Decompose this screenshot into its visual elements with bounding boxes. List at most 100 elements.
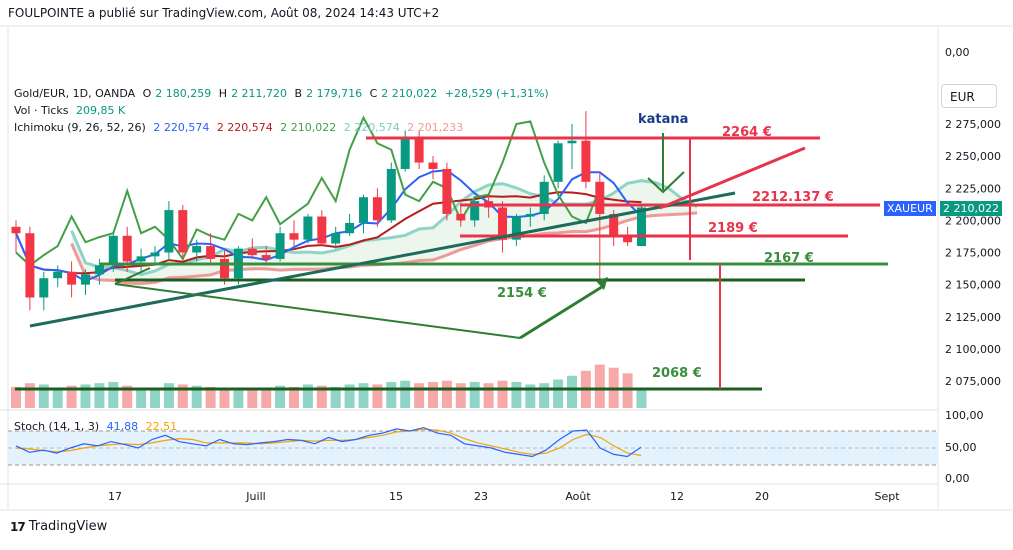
volume-bar	[80, 384, 91, 408]
candle-body[interactable]	[386, 168, 396, 221]
volume-bar	[553, 379, 564, 408]
candle-body[interactable]	[220, 258, 229, 279]
candle-body[interactable]	[136, 256, 146, 262]
volume-label[interactable]: Vol · Ticks	[14, 104, 69, 117]
volume-bar	[108, 381, 119, 408]
volume-bar	[414, 383, 425, 408]
candle-body[interactable]	[567, 140, 577, 144]
candle-body[interactable]	[525, 213, 535, 217]
volume-bar	[511, 381, 522, 408]
candle-body[interactable]	[11, 226, 21, 234]
candle-body[interactable]	[206, 246, 216, 259]
ichimoku-legend: Ichimoku (9, 26, 52, 26) 2 220,574 2 220…	[14, 121, 467, 134]
volume-value: 209,85 K	[76, 104, 126, 117]
stoch-k-value: 41,88	[106, 420, 139, 433]
candle-body[interactable]	[53, 271, 63, 279]
candle-body[interactable]	[442, 168, 452, 214]
tradingview-logo-icon: 17	[10, 519, 26, 534]
volume-bar	[289, 386, 299, 408]
currency-button[interactable]: EUR	[941, 84, 997, 108]
volume-bar	[525, 384, 536, 408]
label-2189: 2189 €	[708, 221, 758, 236]
volume-bar	[275, 385, 286, 408]
candle-body[interactable]	[539, 181, 549, 214]
price-tick-label: 2 225,000	[945, 182, 1001, 195]
volume-bar	[302, 384, 313, 408]
candle-body[interactable]	[609, 213, 619, 236]
chikou-span-line	[15, 115, 601, 267]
kijun-sen-line	[15, 191, 642, 275]
candle-body[interactable]	[456, 213, 466, 221]
pattern-line-b[interactable]	[519, 283, 606, 340]
candle-body[interactable]	[178, 210, 188, 253]
candle-body[interactable]	[553, 143, 563, 182]
projection-arrow-line[interactable]	[659, 146, 806, 210]
candle-body[interactable]	[511, 216, 521, 240]
volume-bar	[11, 386, 21, 408]
volume-bar	[428, 381, 438, 408]
pattern-line-a[interactable]	[114, 283, 521, 339]
candle-body[interactable]	[108, 235, 118, 266]
volume-bar	[344, 384, 355, 408]
volume-bar	[122, 385, 133, 408]
volume-bar	[441, 380, 452, 408]
candle-body[interactable]	[581, 140, 591, 182]
candle-body[interactable]	[247, 248, 257, 256]
candle-body[interactable]	[372, 197, 382, 221]
stoch-label[interactable]: Stoch (14, 1, 3)	[14, 420, 100, 433]
label-2154: 2154 €	[497, 286, 547, 301]
volume-bar	[66, 385, 77, 408]
volume-legend: Vol · Ticks 209,85 K	[14, 104, 129, 117]
candle-body[interactable]	[39, 278, 49, 298]
candle-body[interactable]	[261, 255, 271, 259]
candle-body[interactable]	[150, 252, 160, 257]
time-tick-label: 15	[389, 490, 403, 503]
footer: 17 TradingView	[10, 519, 107, 534]
candle-body[interactable]	[25, 233, 35, 298]
trend-line[interactable]	[29, 191, 736, 328]
volume-bar	[622, 373, 633, 408]
candle-body[interactable]	[428, 162, 438, 169]
candle-body[interactable]	[595, 181, 605, 214]
close-label: C	[369, 87, 378, 100]
time-tick-label: 12	[670, 490, 684, 503]
volume-bar	[636, 389, 647, 408]
candle-body[interactable]	[275, 233, 285, 259]
senkou-b-value: 2 201,233	[407, 121, 464, 134]
candle-body[interactable]	[623, 235, 633, 243]
low-value: 2 179,716	[306, 87, 363, 100]
candle-body[interactable]	[637, 207, 646, 247]
pattern-line-c[interactable]	[114, 267, 151, 285]
candle-body[interactable]	[359, 197, 368, 223]
candle-body[interactable]	[400, 136, 410, 169]
candle-body[interactable]	[122, 235, 132, 262]
candle-body[interactable]	[470, 201, 480, 221]
candle-body[interactable]	[94, 265, 104, 275]
candle-body[interactable]	[414, 136, 424, 163]
stoch-k-line	[15, 426, 642, 458]
volume-bar	[177, 384, 188, 408]
candle-body[interactable]	[289, 233, 299, 240]
candle-body[interactable]	[192, 246, 202, 253]
volume-bar	[191, 385, 202, 408]
candle-body[interactable]	[81, 274, 90, 285]
candle-body[interactable]	[331, 233, 341, 244]
stoch-legend: Stoch (14, 1, 3) 41,88 22,51	[14, 420, 181, 433]
candle-body[interactable]	[498, 207, 507, 240]
candle-body[interactable]	[345, 222, 355, 234]
candle-body[interactable]	[67, 271, 77, 285]
candle-body[interactable]	[164, 210, 174, 253]
volume-bar	[261, 389, 272, 408]
volume-bar	[233, 388, 244, 408]
stoch-tick-label: 50,00	[945, 441, 977, 454]
open-value: 2 180,259	[155, 87, 212, 100]
ichimoku-label[interactable]: Ichimoku (9, 26, 52, 26)	[14, 121, 146, 134]
katana-arrow-icon	[647, 133, 685, 194]
candle-body[interactable]	[317, 216, 327, 244]
symbol-name[interactable]: Gold/EUR, 1D, OANDA	[14, 87, 136, 100]
candle-body[interactable]	[303, 216, 313, 240]
volume-bar	[594, 364, 605, 408]
footer-brand[interactable]: TradingView	[28, 519, 108, 534]
